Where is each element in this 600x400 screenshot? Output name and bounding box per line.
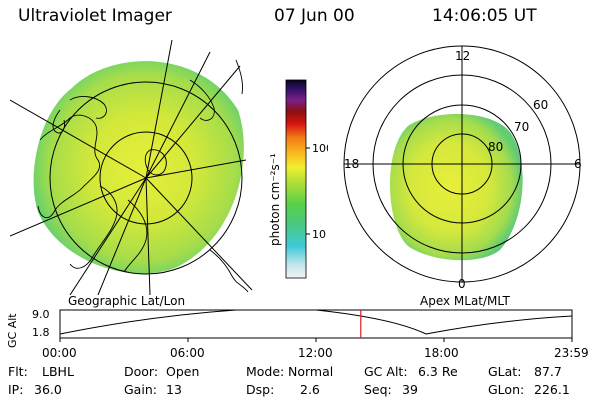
mlt-label-6: 6 — [574, 157, 582, 171]
gc-alt-value: 6.3 Re — [418, 364, 458, 379]
colorbar-unit-label: photon cm⁻²s⁻¹ — [268, 153, 282, 246]
timeline-xtick-2359: 23:59 — [554, 346, 589, 360]
timeline-xtick-1800: 18:00 — [424, 346, 459, 360]
aurora-oval-magnetic — [389, 113, 523, 261]
colorbar-label-100: 100 — [312, 142, 328, 155]
mlat-label-70: 70 — [514, 120, 529, 134]
mode-value: Normal — [288, 364, 334, 379]
door-label: Door: — [124, 364, 159, 379]
timeline-ytick-low: 1.8 — [32, 326, 50, 339]
aurora-emission-region — [33, 61, 244, 274]
timeline-xtick-0600: 06:00 — [170, 346, 205, 360]
observation-time: 14:06:05 UT — [432, 6, 537, 26]
mlat-label-80: 80 — [488, 140, 503, 154]
timeline-ytick-high: 9.0 — [32, 308, 50, 321]
mlt-label-12: 12 — [455, 49, 470, 63]
altitude-timeline: GC Alt 9.0 1.8 00:00 06:00 12:00 18:00 2… — [6, 308, 589, 360]
intensity-colorbar: 100 10 photon cm⁻²s⁻¹ — [268, 79, 328, 279]
seq-label: Seq: — [364, 382, 392, 397]
latitude-circle-70 — [49, 81, 243, 275]
door-value: Open — [166, 364, 200, 379]
magnetic-polar-plot: 12 6 0 18 60 70 80 — [343, 45, 582, 291]
seq-value: 39 — [402, 382, 418, 397]
instrument-title: Ultraviolet Imager — [18, 6, 172, 26]
timeline-frame — [59, 309, 573, 339]
glat-label: GLat: — [488, 364, 522, 379]
glon-label: GLon: — [488, 382, 525, 397]
ip-label: IP: — [8, 382, 24, 397]
dsp-value: 2.6 — [300, 382, 320, 397]
mode-label: Mode: — [246, 364, 285, 379]
colorbar-gradient — [285, 79, 307, 279]
dsp-label: Dsp: — [246, 382, 275, 397]
latitude-circle-80 — [99, 131, 193, 225]
glat-value: 87.7 — [534, 364, 562, 379]
gain-label: Gain: — [124, 382, 157, 397]
magnetic-caption: Apex MLat/MLT — [420, 294, 510, 308]
colorbar-label-10: 10 — [312, 228, 326, 241]
mlt-label-0: 0 — [458, 277, 466, 291]
filter-label: Flt: — [8, 364, 28, 379]
timeline-xtick-1200: 12:00 — [298, 346, 333, 360]
coastline-outlines — [37, 59, 249, 293]
altitude-curve — [59, 309, 573, 335]
observation-date: 07 Jun 00 — [274, 6, 355, 26]
mlt-label-18: 18 — [344, 157, 359, 171]
timeline-xtick-0000: 00:00 — [42, 346, 77, 360]
longitude-lines — [10, 40, 253, 295]
filter-value: LBHL — [42, 364, 74, 379]
glon-value: 226.1 — [534, 382, 570, 397]
geographic-image-panel — [10, 40, 253, 295]
geographic-caption: Geographic Lat/Lon — [68, 294, 186, 308]
ip-value: 36.0 — [34, 382, 62, 397]
gc-alt-label: GC Alt: — [364, 364, 408, 379]
timeline-ylabel: GC Alt — [6, 313, 19, 348]
gain-value: 13 — [166, 382, 182, 397]
mlat-label-60: 60 — [533, 98, 548, 112]
